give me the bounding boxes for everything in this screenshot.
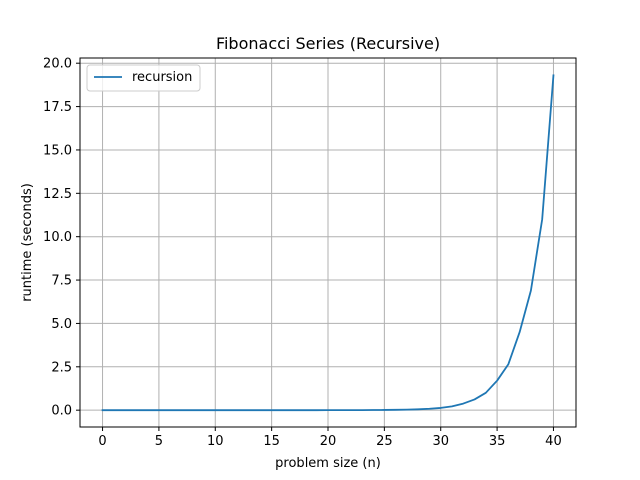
- x-tick-label: 15: [263, 434, 280, 449]
- legend-label: recursion: [132, 70, 192, 85]
- x-tick-label: 0: [98, 434, 106, 449]
- x-tick-label: 20: [320, 434, 337, 449]
- x-tick-label: 25: [376, 434, 393, 449]
- y-tick-label: 15.0: [43, 143, 72, 158]
- series-line-recursion: [101, 74, 555, 412]
- y-tick-label: 12.5: [43, 187, 72, 202]
- y-axis-label: runtime (seconds): [20, 183, 35, 302]
- y-tick-label: 10.0: [43, 230, 72, 245]
- legend: recursion: [86, 64, 201, 92]
- y-tick-label: 0.0: [51, 404, 72, 419]
- x-tick-label: 30: [432, 434, 449, 449]
- y-tick-label: 7.5: [51, 274, 72, 289]
- y-tick-label: 20.0: [43, 57, 72, 72]
- y-axis: 0.0 2.5 5.0 7.5 10.0 12.5 15.0 17.5 20.0: [43, 57, 80, 419]
- series-layer: [101, 74, 555, 412]
- y-tick-label: 17.5: [43, 100, 72, 115]
- legend-box: [86, 64, 201, 92]
- y-tick-label: 2.5: [51, 360, 72, 375]
- x-tick-label: 35: [489, 434, 506, 449]
- x-tick-label: 40: [545, 434, 562, 449]
- chart-title: Fibonacci Series (Recursive): [216, 34, 440, 53]
- x-tick-label: 5: [155, 434, 163, 449]
- x-axis: 0 5 10 15 20 25 30 35 40: [98, 427, 562, 449]
- x-axis-label: problem size (n): [275, 456, 381, 471]
- x-tick-label: 10: [207, 434, 224, 449]
- y-tick-label: 5.0: [51, 317, 72, 332]
